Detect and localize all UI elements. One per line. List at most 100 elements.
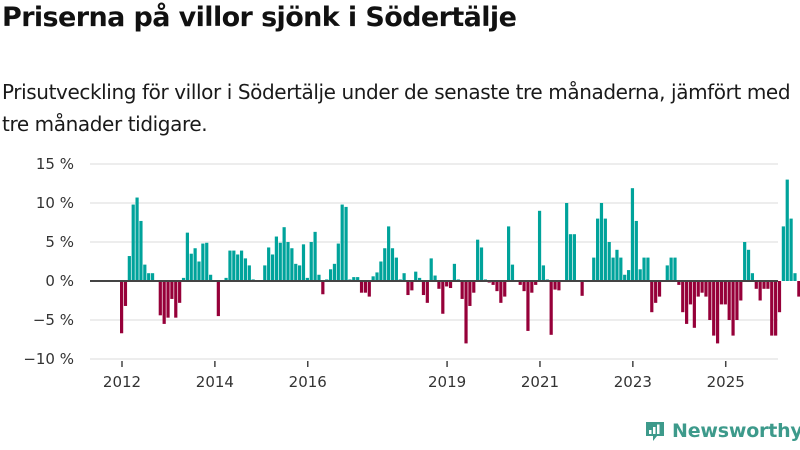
bar bbox=[603, 218, 607, 281]
bar bbox=[537, 210, 542, 281]
bar bbox=[518, 281, 522, 285]
bar bbox=[414, 271, 418, 281]
bar bbox=[247, 265, 251, 281]
bar bbox=[344, 206, 348, 281]
bar bbox=[317, 274, 321, 281]
bar bbox=[534, 281, 538, 285]
bar bbox=[425, 281, 429, 303]
bar bbox=[135, 197, 139, 281]
bar bbox=[294, 263, 298, 281]
newsworthy-logo-icon bbox=[646, 422, 664, 441]
bar bbox=[131, 204, 135, 281]
bar bbox=[592, 257, 596, 281]
bar bbox=[421, 281, 426, 296]
bar bbox=[433, 275, 437, 281]
bar bbox=[681, 281, 685, 313]
brand-name: Newsworthy bbox=[672, 420, 800, 442]
bar bbox=[301, 244, 306, 281]
bar bbox=[298, 265, 302, 281]
bar bbox=[406, 281, 410, 296]
bar bbox=[464, 281, 468, 344]
bar bbox=[216, 281, 220, 317]
bar bbox=[758, 281, 762, 301]
y-tick-label: −10 % bbox=[23, 350, 74, 368]
bar-chart: 15 % 10 % 5 % 0 % −5 % −10 % 2012 2014 2016 2019… bbox=[23, 155, 800, 391]
bar bbox=[580, 281, 584, 296]
bar bbox=[541, 265, 546, 281]
bar bbox=[332, 263, 337, 281]
bar bbox=[352, 277, 356, 281]
bar bbox=[619, 257, 623, 281]
bar bbox=[526, 281, 530, 331]
bar bbox=[274, 236, 278, 281]
bar bbox=[441, 281, 445, 314]
chart-title: Priserna på villor sjönk i Södertälje bbox=[2, 2, 517, 33]
bar bbox=[394, 257, 398, 281]
bar bbox=[282, 227, 286, 281]
bar bbox=[410, 281, 414, 291]
bar bbox=[654, 281, 658, 303]
bar bbox=[650, 281, 654, 313]
y-axis-labels: 15 % 10 % 5 % 0 % −5 % −10 % bbox=[23, 155, 74, 368]
bar bbox=[448, 281, 453, 289]
bar bbox=[522, 281, 526, 292]
bar bbox=[120, 281, 124, 334]
bar bbox=[750, 273, 755, 281]
bar bbox=[507, 226, 511, 281]
bar bbox=[630, 188, 635, 281]
bar bbox=[363, 281, 368, 293]
bar bbox=[499, 281, 503, 303]
bar bbox=[634, 220, 638, 281]
bar bbox=[166, 281, 170, 318]
bar bbox=[743, 242, 747, 281]
bar bbox=[236, 254, 240, 281]
bar bbox=[228, 250, 232, 281]
bar bbox=[646, 257, 650, 281]
bar bbox=[723, 281, 727, 305]
bar bbox=[781, 226, 785, 281]
bar bbox=[170, 281, 174, 299]
bar bbox=[305, 277, 309, 281]
gridlines bbox=[90, 163, 778, 360]
bar bbox=[263, 265, 267, 281]
bar bbox=[638, 269, 642, 281]
bar bbox=[754, 281, 758, 289]
bar bbox=[356, 277, 360, 281]
bar bbox=[205, 242, 209, 281]
bar bbox=[224, 277, 228, 281]
bar bbox=[243, 258, 248, 281]
bar bbox=[150, 273, 155, 281]
bar bbox=[340, 204, 344, 281]
bar bbox=[696, 281, 700, 297]
bar bbox=[503, 281, 507, 297]
bar bbox=[359, 281, 364, 293]
bar bbox=[607, 242, 611, 281]
bar bbox=[437, 281, 441, 289]
bar bbox=[797, 281, 800, 297]
x-tick-label: 2016 bbox=[289, 373, 327, 391]
bar bbox=[267, 247, 271, 281]
bar bbox=[197, 261, 201, 281]
bar bbox=[677, 281, 681, 285]
bar bbox=[762, 281, 766, 289]
bar bbox=[371, 276, 375, 281]
bar bbox=[789, 218, 793, 281]
bar bbox=[731, 281, 735, 336]
bar bbox=[270, 254, 275, 281]
bar bbox=[669, 257, 673, 281]
bar bbox=[232, 250, 236, 281]
bar bbox=[379, 261, 383, 281]
x-tick-label: 2023 bbox=[614, 373, 652, 391]
bar bbox=[452, 263, 457, 281]
bar bbox=[147, 273, 151, 281]
bar bbox=[139, 220, 143, 281]
bar bbox=[785, 179, 789, 281]
bar bbox=[665, 265, 669, 281]
x-tick-label: 2025 bbox=[707, 373, 745, 391]
bar bbox=[673, 257, 677, 281]
bar bbox=[321, 281, 325, 295]
bar bbox=[727, 281, 731, 320]
bar bbox=[623, 274, 627, 281]
bar bbox=[735, 281, 739, 320]
bar bbox=[383, 248, 387, 281]
